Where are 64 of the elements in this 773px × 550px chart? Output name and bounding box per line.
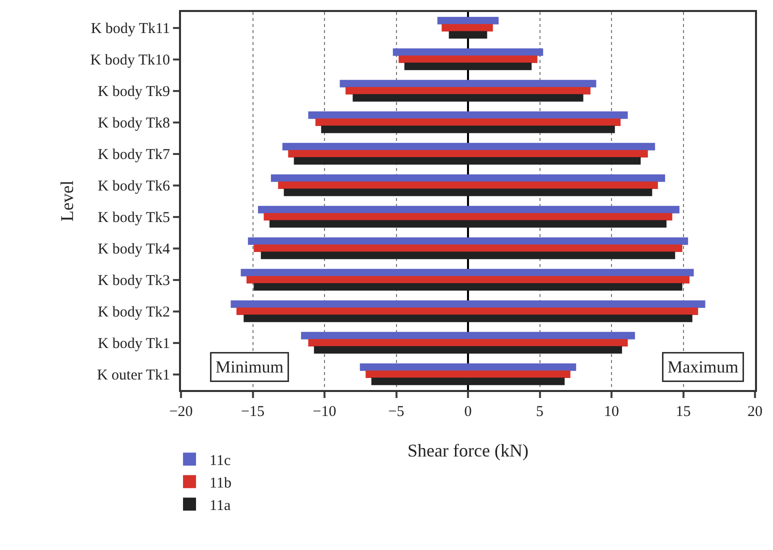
bar (269, 220, 667, 228)
bar (254, 244, 682, 252)
bar (404, 62, 532, 70)
bar (448, 31, 488, 39)
x-tick-label: 5 (536, 404, 544, 420)
y-tick-label: K body Tk1 (98, 336, 170, 352)
x-tick-label: 0 (464, 404, 472, 420)
legend-label: 11a (210, 498, 231, 514)
x-tick-label: −5 (388, 404, 404, 420)
annotation: Minimum (216, 358, 284, 376)
y-tick-label: K body Tk6 (98, 178, 170, 194)
y-tick-label: K body Tk11 (90, 21, 170, 37)
bar (398, 56, 538, 63)
bar (360, 363, 576, 371)
bar (301, 332, 635, 340)
bar (258, 206, 680, 214)
bar (230, 300, 706, 308)
bar (371, 378, 565, 386)
x-axis-title: Shear force (kN) (408, 440, 528, 461)
x-tick-label: −15 (241, 404, 264, 420)
annotation: Maximum (668, 358, 738, 376)
bar (278, 182, 658, 189)
bar (442, 24, 493, 32)
bar (352, 94, 584, 102)
y-tick-label: K body Tk8 (98, 116, 170, 132)
y-tick-label: K body Tk9 (98, 84, 170, 100)
bar (288, 150, 648, 158)
y-tick-label: K body Tk3 (98, 273, 170, 289)
x-tick-label: 15 (676, 404, 691, 420)
legend-label: 11c (210, 453, 231, 470)
bar (308, 111, 628, 119)
y-tick-label: K body Tk10 (90, 52, 170, 68)
bar (240, 268, 694, 276)
y-tick-label: K body Tk7 (98, 147, 170, 163)
bar (260, 252, 676, 260)
bar (392, 48, 544, 56)
x-tick-label: −20 (169, 404, 193, 420)
bar (437, 16, 499, 24)
bar (284, 188, 652, 196)
bar (246, 276, 690, 284)
x-tick-label: −10 (312, 404, 336, 420)
legend-label: 11b (210, 476, 232, 492)
bar (248, 237, 688, 245)
bar (315, 118, 621, 126)
bar (282, 142, 656, 150)
bar (244, 314, 692, 322)
bar (254, 283, 682, 291)
bar (366, 370, 570, 378)
y-tick-label: K body Tk5 (98, 210, 170, 226)
y-tick-label: K outer Tk1 (96, 368, 170, 384)
bar (264, 213, 672, 220)
y-tick-label: K body Tk2 (98, 304, 170, 320)
bar (294, 157, 641, 165)
bar (346, 87, 590, 94)
y-tick-label: K body Tk4 (98, 242, 170, 258)
x-tick-label: 10 (604, 404, 619, 420)
bar (321, 126, 615, 134)
bar (236, 308, 698, 315)
bar (314, 346, 622, 354)
y-axis-title: Level (56, 180, 77, 222)
bar (308, 339, 628, 346)
bar (270, 174, 666, 182)
x-tick-label: 20 (748, 404, 762, 420)
bar (340, 80, 596, 88)
